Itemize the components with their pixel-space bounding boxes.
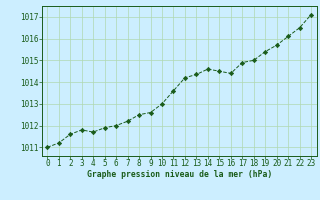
X-axis label: Graphe pression niveau de la mer (hPa): Graphe pression niveau de la mer (hPa)	[87, 170, 272, 179]
